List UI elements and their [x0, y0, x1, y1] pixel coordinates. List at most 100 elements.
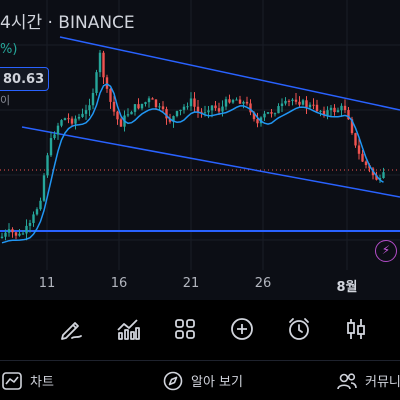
- candle-body: [263, 113, 266, 118]
- candle-body: [28, 222, 32, 226]
- candle-body: [116, 111, 119, 120]
- candle-body: [74, 118, 77, 124]
- candle-body: [53, 134, 56, 139]
- candle-body: [378, 178, 382, 180]
- candle-body: [77, 116, 81, 119]
- candle-body: [182, 106, 186, 110]
- candle-body: [200, 111, 203, 113]
- candle-body: [235, 99, 238, 101]
- candle-body: [95, 72, 98, 93]
- chart-type-candles-icon[interactable]: [342, 315, 370, 343]
- candle-body: [84, 110, 88, 114]
- candle-body: [284, 100, 287, 104]
- candle-body: [91, 92, 95, 106]
- candle-body: [357, 145, 361, 154]
- bottom-navigation: 차트 알아 보기 커뮤니티: [0, 360, 400, 400]
- candle-body: [172, 116, 175, 122]
- candlesticks: [0, 49, 385, 241]
- candle-body: [347, 110, 350, 120]
- nav-item-community[interactable]: 커뮤니티: [337, 371, 400, 390]
- candle-body: [4, 232, 7, 237]
- candle-body: [294, 99, 298, 102]
- candle-body: [25, 225, 28, 234]
- candle-body: [119, 119, 123, 127]
- grid: [0, 0, 400, 270]
- candle-body: [308, 104, 312, 108]
- candle-body: [252, 112, 256, 120]
- candle-body: [130, 111, 133, 115]
- candle-body: [63, 118, 67, 121]
- candle-body: [336, 110, 340, 113]
- candle-body: [165, 109, 168, 119]
- x-tick-label: 11: [38, 276, 56, 291]
- candle-body: [39, 200, 42, 210]
- candle-body: [231, 100, 235, 103]
- candle-body: [256, 119, 259, 124]
- candle-body: [312, 104, 315, 106]
- candle-body: [238, 99, 242, 104]
- candle-body: [277, 106, 280, 114]
- draw-pen-icon[interactable]: [57, 315, 85, 343]
- add-icon[interactable]: [228, 315, 256, 343]
- candle-body: [14, 232, 18, 236]
- moving-average-line: [1, 83, 384, 244]
- candle-body: [364, 161, 368, 166]
- candle-body: [322, 110, 326, 116]
- lightning-icon[interactable]: ⚡: [375, 240, 397, 262]
- alert-clock-icon[interactable]: [285, 315, 313, 343]
- candle-body: [161, 106, 165, 110]
- candle-body: [221, 106, 224, 112]
- nav-item-chart[interactable]: 차트: [2, 371, 54, 390]
- x-axis: 11 16 21 26 8월: [0, 270, 400, 298]
- indicators-icon[interactable]: [114, 315, 142, 343]
- community-icon: [337, 372, 357, 390]
- candle-body: [326, 110, 329, 116]
- candle-body: [315, 104, 319, 112]
- candle-body: [305, 100, 308, 108]
- candle-body: [109, 88, 112, 102]
- candle-body: [158, 106, 161, 108]
- lower-trendline[interactable]: [21, 126, 400, 198]
- candle-body: [112, 101, 116, 112]
- candle-body: [67, 118, 70, 120]
- candle-body: [340, 105, 343, 111]
- candle-body: [301, 100, 305, 105]
- candle-body: [133, 104, 137, 112]
- upper-trendline[interactable]: [59, 36, 400, 111]
- layouts-icon[interactable]: [171, 315, 199, 343]
- candle-body: [154, 99, 158, 107]
- price-chart[interactable]: [0, 0, 400, 270]
- candle-body: [98, 52, 102, 73]
- candle-body: [46, 155, 49, 176]
- nav-label-community: 커뮤니티: [365, 375, 400, 390]
- x-tick-label: 26: [254, 276, 272, 291]
- candle-body: [270, 112, 273, 114]
- change-percent: %): [0, 42, 18, 57]
- candle-body: [179, 109, 182, 112]
- candle-body: [203, 112, 207, 114]
- price-tag[interactable]: 80.63: [0, 67, 49, 91]
- candle-body: [88, 105, 91, 111]
- candle-body: [210, 105, 214, 111]
- candle-body: [140, 103, 144, 109]
- candle-body: [147, 98, 151, 103]
- candle-body: [298, 101, 301, 105]
- x-tick-label: 21: [182, 276, 200, 291]
- chart-area[interactable]: 4시간 · BINANCE %) 80.63 이 ⚡ 11 16 21 26 8…: [0, 0, 400, 300]
- candle-body: [105, 77, 109, 89]
- candle-body: [32, 214, 35, 223]
- candle-body: [217, 108, 221, 112]
- nav-item-explore[interactable]: 알아 보기: [163, 371, 243, 390]
- candle-body: [60, 120, 63, 126]
- candle-body: [21, 233, 25, 235]
- candle-body: [126, 114, 130, 116]
- chart-header-title: 4시간 · BINANCE: [0, 13, 135, 33]
- candle-body: [291, 99, 294, 101]
- x-tick-label-month: 8월: [336, 280, 358, 295]
- candle-body: [266, 112, 270, 114]
- candle-body: [319, 110, 322, 112]
- candle-body: [287, 100, 291, 102]
- candle-body: [249, 103, 252, 113]
- candle-body: [333, 107, 336, 113]
- candle-body: [193, 98, 196, 107]
